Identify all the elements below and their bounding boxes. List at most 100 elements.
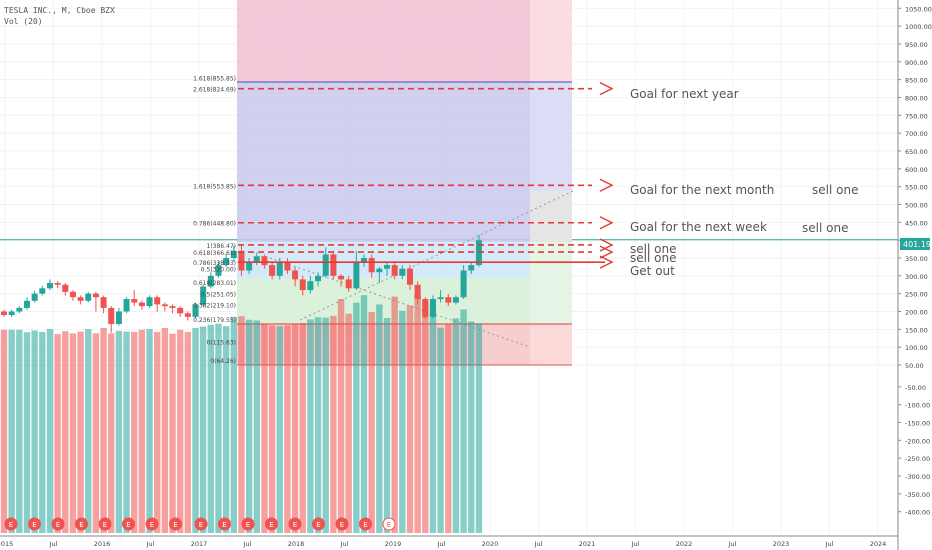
volume-bar [376, 304, 383, 533]
volume-bar [115, 330, 123, 533]
zone-right-purple [530, 82, 572, 190]
price-axis-tick: -150.00 [905, 420, 930, 428]
candle-body [77, 297, 84, 301]
arrow-goal-month-arrowhead [599, 178, 614, 192]
price-axis-tick: 500.00 [905, 201, 928, 209]
volume-bar [85, 329, 92, 533]
candle-body [460, 270, 467, 298]
volume-bar [422, 302, 429, 533]
volume-bar [23, 332, 31, 533]
candle-body [330, 254, 337, 276]
volume-bar [360, 295, 368, 533]
volume-bar [46, 329, 54, 533]
volume-bar [337, 299, 345, 533]
candle-body [414, 284, 421, 300]
earnings-icon [75, 517, 88, 531]
price-axis-tick: 1050.00 [905, 5, 932, 13]
price-axis-tick: -250.00 [905, 455, 930, 463]
volume-bar [207, 324, 215, 533]
arrow-sell-one-arrowhead [599, 238, 614, 252]
candle-body [169, 306, 176, 308]
time-axis-tick: 2022 [676, 540, 693, 548]
candle-body [85, 293, 92, 301]
candle-body [299, 279, 306, 291]
earnings-label: E [340, 521, 344, 529]
volume-bar [69, 333, 77, 533]
arrow-goal-year-arrowhead [599, 82, 614, 96]
volume-bar [391, 296, 398, 533]
candle-body [276, 261, 283, 276]
candle-body [161, 304, 168, 307]
price-axis: 1050.00 1000.00 950.00 900.00 850.00 800.00 75… [897, 0, 932, 550]
earnings-label: E [79, 521, 83, 529]
candle-body [391, 265, 398, 276]
time-axis-tick: Jul [728, 540, 737, 548]
price-axis-tick: 800.00 [905, 94, 928, 102]
zone-green [237, 278, 530, 324]
candle-body [345, 279, 352, 289]
volume-bar [414, 293, 421, 533]
fib-label: 0(115.63) [207, 340, 237, 347]
volume-bar [169, 333, 176, 533]
volume-bar [215, 323, 222, 533]
annotation-goal-year: Goal for next year [630, 87, 739, 101]
volume-bar [475, 323, 483, 533]
zone-right-red [530, 324, 572, 365]
candle-body [338, 275, 345, 280]
fib-label: 1.618(855.85) [193, 76, 236, 83]
volume-bar [353, 302, 360, 533]
earnings-icon [194, 517, 208, 531]
earnings-icon [98, 517, 112, 531]
annotation-sell-two: sell one [630, 251, 676, 265]
price-axis-tick: 150.00 [905, 326, 928, 334]
earnings-label: E [222, 521, 226, 529]
earnings-icon [265, 517, 278, 531]
volume-bar [192, 327, 199, 533]
candle-body [445, 297, 452, 303]
volume-bar [16, 329, 23, 533]
candle-body [192, 304, 199, 317]
volume-bar [230, 316, 237, 533]
fib-label: 0.618(283.01) [193, 280, 236, 287]
candle-body [215, 265, 222, 276]
price-axis-tick: 650.00 [905, 148, 928, 156]
time-axis-tick: 2019 [385, 540, 402, 548]
volume-bar [291, 323, 299, 533]
volume-bar [108, 333, 115, 533]
annotation-sell-week: sell one [802, 221, 848, 235]
candle-body [115, 311, 122, 324]
volume-bar [437, 327, 444, 533]
annotation-arrows [238, 82, 614, 269]
price-axis-tick: 600.00 [905, 166, 928, 174]
candle-body [31, 293, 38, 301]
candle-body [62, 284, 69, 292]
time-axis-tick: 2024 [870, 540, 887, 548]
volume-bar [154, 331, 161, 533]
fib-label: 0.786(338.33) [193, 260, 236, 267]
volume-bar [383, 317, 391, 533]
price-axis-tick: -350.00 [905, 491, 930, 499]
price-axis-tick: 700.00 [905, 130, 928, 138]
volume-bar [406, 305, 414, 533]
volume-bars [0, 293, 483, 533]
candle-body [399, 268, 406, 276]
candles [1, 234, 482, 333]
volume-bar [368, 311, 375, 533]
earnings-icon [335, 517, 349, 531]
earnings-icon [218, 517, 231, 531]
candle-body [406, 268, 413, 285]
earnings-icon [359, 517, 372, 531]
earnings-icon [28, 517, 41, 531]
candle-body [253, 256, 260, 262]
candle-body [230, 250, 237, 258]
earnings-icon [312, 517, 325, 531]
fib-zones [237, 0, 576, 366]
volume-header: Vol (20) [4, 17, 43, 26]
time-axis-tick: 2020 [482, 540, 499, 548]
volume-bar [31, 330, 38, 533]
candle-body [223, 257, 230, 266]
candle-body [384, 265, 390, 269]
earnings-label: E [32, 521, 36, 529]
earnings-icon [4, 517, 18, 531]
